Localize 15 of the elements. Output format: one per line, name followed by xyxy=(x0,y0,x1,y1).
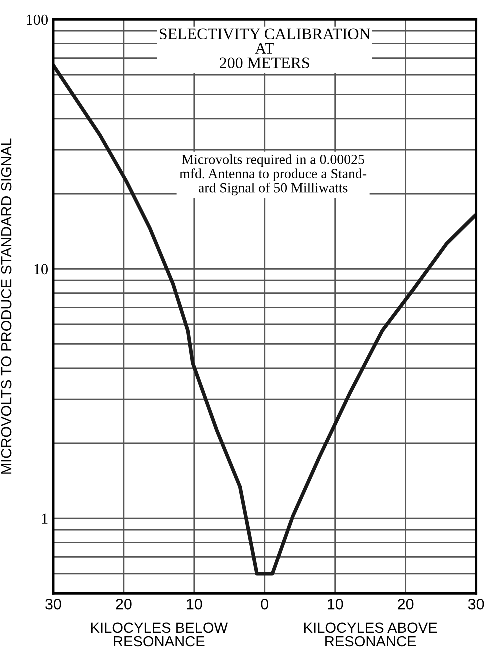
text: KILOCYLES ABOVE RESONANCE xyxy=(304,622,438,647)
text: SELECTIVITY CALIBRATION AT 200 METERS xyxy=(160,28,370,68)
x-tick-label: 30 xyxy=(46,598,62,610)
x-tick-label: 0 xyxy=(261,598,269,610)
y-tick-label: 10 xyxy=(34,264,48,275)
y-tick-label: 100 xyxy=(27,14,48,26)
x-tick-label: 20 xyxy=(398,598,414,610)
x-tick-label: 10 xyxy=(187,598,202,610)
x-tick-label: 30 xyxy=(468,598,484,610)
text: KILOCYLES BELOW RESONANCE xyxy=(91,622,228,647)
x-tick-label: 10 xyxy=(328,598,344,610)
y-tick-label: 1 xyxy=(42,514,48,524)
y-axis-title: MICROVOLTS TO PRODUCE STANDARD SIGNAL xyxy=(1,138,12,474)
annotation: Microvolts required in a 0.00025 mfd. Antenna to produce a Stand- ard Signal of 50 Milliwatts xyxy=(180,154,367,196)
x-tick-label: 20 xyxy=(116,598,132,610)
